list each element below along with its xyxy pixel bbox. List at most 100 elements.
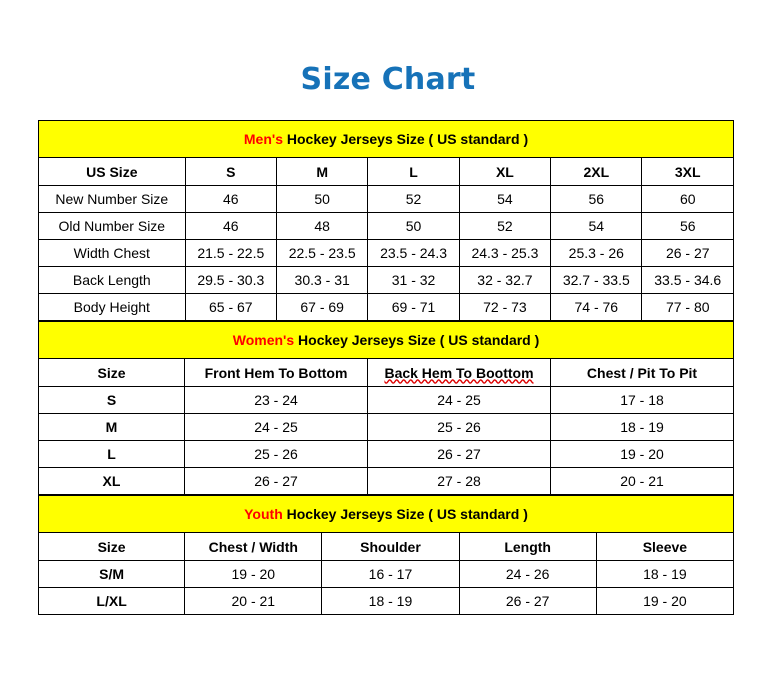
mens-cell-3-1: 30.3 - 31 bbox=[275, 266, 369, 294]
womens-section-accent: Women's bbox=[232, 332, 295, 348]
youth-col-header-0: Size bbox=[37, 532, 186, 561]
mens-cell-1-0: 46 bbox=[184, 212, 277, 240]
mens-col-header-2: M bbox=[275, 157, 369, 186]
mens-col-header-4: XL bbox=[458, 157, 552, 186]
womens-cell-2-2: 19 - 20 bbox=[549, 440, 735, 468]
table-row: S/M 19 - 20 16 - 17 24 - 26 18 - 19 bbox=[37, 560, 735, 588]
mens-cell-0-1: 50 bbox=[275, 185, 369, 213]
youth-col-header-2: Shoulder bbox=[321, 532, 460, 561]
youth-cell-0-0: 19 - 20 bbox=[184, 560, 323, 588]
womens-cell-2-0: 25 - 26 bbox=[184, 440, 368, 468]
womens-cell-0-0: 23 - 24 bbox=[184, 386, 368, 414]
youth-cell-1-2: 26 - 27 bbox=[458, 587, 597, 615]
table-row: Width Chest 21.5 - 22.5 22.5 - 23.5 23.5… bbox=[38, 239, 734, 267]
womens-cell-1-2: 18 - 19 bbox=[549, 413, 735, 441]
mens-section-rest: Hockey Jerseys Size ( US standard ) bbox=[283, 131, 529, 147]
mens-cell-3-5: 33.5 - 34.6 bbox=[641, 266, 734, 294]
womens-section-rest: Hockey Jerseys Size ( US standard ) bbox=[294, 332, 540, 348]
mens-size-table: Men's Hockey Jerseys Size ( US standard … bbox=[38, 120, 734, 321]
womens-col-header-3: Chest / Pit To Pit bbox=[549, 358, 735, 387]
womens-section-header-row: Women's Hockey Jerseys Size ( US standar… bbox=[37, 321, 735, 359]
womens-col-header-0: Size bbox=[38, 358, 185, 387]
mens-cell-1-4: 54 bbox=[550, 212, 643, 240]
mens-cell-2-5: 26 - 27 bbox=[641, 239, 734, 267]
table-row: M 24 - 25 25 - 26 18 - 19 bbox=[38, 413, 735, 441]
table-row: Body Height 65 - 67 67 - 69 69 - 71 72 -… bbox=[38, 293, 734, 321]
mens-cell-2-4: 25.3 - 26 bbox=[550, 239, 643, 267]
womens-cell-1-1: 25 - 26 bbox=[367, 413, 551, 441]
mens-cell-1-3: 52 bbox=[458, 212, 552, 240]
youth-section-rest: Hockey Jerseys Size ( US standard ) bbox=[282, 506, 528, 522]
table-row: L/XL 20 - 21 18 - 19 26 - 27 19 - 20 bbox=[37, 587, 735, 615]
mens-col-header-3: L bbox=[367, 157, 460, 186]
mens-cell-1-5: 56 bbox=[641, 212, 734, 240]
youth-row-label-1: L/XL bbox=[37, 587, 186, 615]
womens-row-label-0: S bbox=[38, 386, 185, 414]
mens-row-label-1: Old Number Size bbox=[38, 212, 186, 240]
mens-cell-0-2: 52 bbox=[367, 185, 460, 213]
mens-cell-0-0: 46 bbox=[184, 185, 277, 213]
womens-row-label-2: L bbox=[38, 440, 185, 468]
youth-section-accent: Youth bbox=[244, 506, 283, 522]
youth-cell-0-1: 16 - 17 bbox=[321, 560, 460, 588]
mens-cell-4-0: 65 - 67 bbox=[184, 293, 277, 321]
youth-row-label-0: S/M bbox=[37, 560, 186, 588]
mens-cell-1-2: 50 bbox=[367, 212, 460, 240]
mens-col-header-0: US Size bbox=[38, 157, 186, 186]
mens-col-header-1: S bbox=[184, 157, 277, 186]
mens-cell-2-1: 22.5 - 23.5 bbox=[275, 239, 369, 267]
womens-cell-0-2: 17 - 18 bbox=[549, 386, 735, 414]
mens-section-header: Men's Hockey Jerseys Size ( US standard … bbox=[38, 120, 734, 158]
youth-section-header: Youth Hockey Jerseys Size ( US standard … bbox=[38, 495, 734, 533]
mens-row-label-2: Width Chest bbox=[38, 239, 186, 267]
youth-col-header-1: Chest / Width bbox=[184, 532, 323, 561]
mens-cell-4-5: 77 - 80 bbox=[641, 293, 734, 321]
womens-size-table: Women's Hockey Jerseys Size ( US standar… bbox=[37, 321, 735, 495]
womens-cell-3-2: 20 - 21 bbox=[549, 467, 735, 495]
mens-cell-3-4: 32.7 - 33.5 bbox=[550, 266, 643, 294]
mens-col-header-6: 3XL bbox=[641, 157, 734, 186]
mens-cell-3-3: 32 - 32.7 bbox=[458, 266, 552, 294]
mens-cell-3-2: 31 - 32 bbox=[367, 266, 460, 294]
youth-col-header-4: Sleeve bbox=[595, 532, 735, 561]
mens-cell-2-0: 21.5 - 22.5 bbox=[184, 239, 277, 267]
womens-cell-2-1: 26 - 27 bbox=[367, 440, 551, 468]
table-row: Back Length 29.5 - 30.3 30.3 - 31 31 - 3… bbox=[38, 266, 734, 294]
youth-column-header-row: Size Chest / Width Shoulder Length Sleev… bbox=[37, 532, 735, 561]
mens-section-accent: Men's bbox=[243, 131, 283, 147]
mens-cell-1-1: 48 bbox=[275, 212, 369, 240]
youth-col-header-3: Length bbox=[458, 532, 597, 561]
womens-column-header-row: Size Front Hem To Bottom Back Hem To Boo… bbox=[38, 358, 735, 387]
page-title: Size Chart bbox=[300, 62, 476, 97]
youth-cell-1-1: 18 - 19 bbox=[321, 587, 460, 615]
womens-col-header-2-text: Back Hem To Boottom bbox=[384, 364, 534, 381]
size-chart-tables: Men's Hockey Jerseys Size ( US standard … bbox=[37, 120, 735, 615]
mens-cell-4-1: 67 - 69 bbox=[275, 293, 369, 321]
mens-row-label-0: New Number Size bbox=[38, 185, 186, 213]
womens-section-header: Women's Hockey Jerseys Size ( US standar… bbox=[37, 321, 735, 359]
youth-cell-1-3: 19 - 20 bbox=[595, 587, 735, 615]
youth-cell-0-3: 18 - 19 bbox=[595, 560, 735, 588]
youth-cell-0-2: 24 - 26 bbox=[458, 560, 597, 588]
womens-cell-3-0: 26 - 27 bbox=[184, 467, 368, 495]
table-row: L 25 - 26 26 - 27 19 - 20 bbox=[38, 440, 735, 468]
mens-cell-4-2: 69 - 71 bbox=[367, 293, 460, 321]
womens-row-label-3: XL bbox=[38, 467, 185, 495]
mens-cell-0-3: 54 bbox=[458, 185, 552, 213]
mens-cell-2-2: 23.5 - 24.3 bbox=[367, 239, 460, 267]
womens-row-label-1: M bbox=[38, 413, 185, 441]
youth-cell-1-0: 20 - 21 bbox=[184, 587, 323, 615]
youth-size-table: Youth Hockey Jerseys Size ( US standard … bbox=[37, 495, 735, 615]
mens-cell-4-3: 72 - 73 bbox=[458, 293, 552, 321]
table-row: XL 26 - 27 27 - 28 20 - 21 bbox=[38, 467, 735, 495]
mens-row-label-3: Back Length bbox=[38, 266, 186, 294]
mens-row-label-4: Body Height bbox=[38, 293, 186, 321]
womens-cell-1-0: 24 - 25 bbox=[184, 413, 368, 441]
mens-cell-0-4: 56 bbox=[550, 185, 643, 213]
table-row: New Number Size 46 50 52 54 56 60 bbox=[38, 185, 734, 213]
mens-cell-4-4: 74 - 76 bbox=[550, 293, 643, 321]
mens-column-header-row: US Size S M L XL 2XL 3XL bbox=[38, 157, 734, 186]
table-row: S 23 - 24 24 - 25 17 - 18 bbox=[38, 386, 735, 414]
womens-col-header-1: Front Hem To Bottom bbox=[184, 358, 368, 387]
